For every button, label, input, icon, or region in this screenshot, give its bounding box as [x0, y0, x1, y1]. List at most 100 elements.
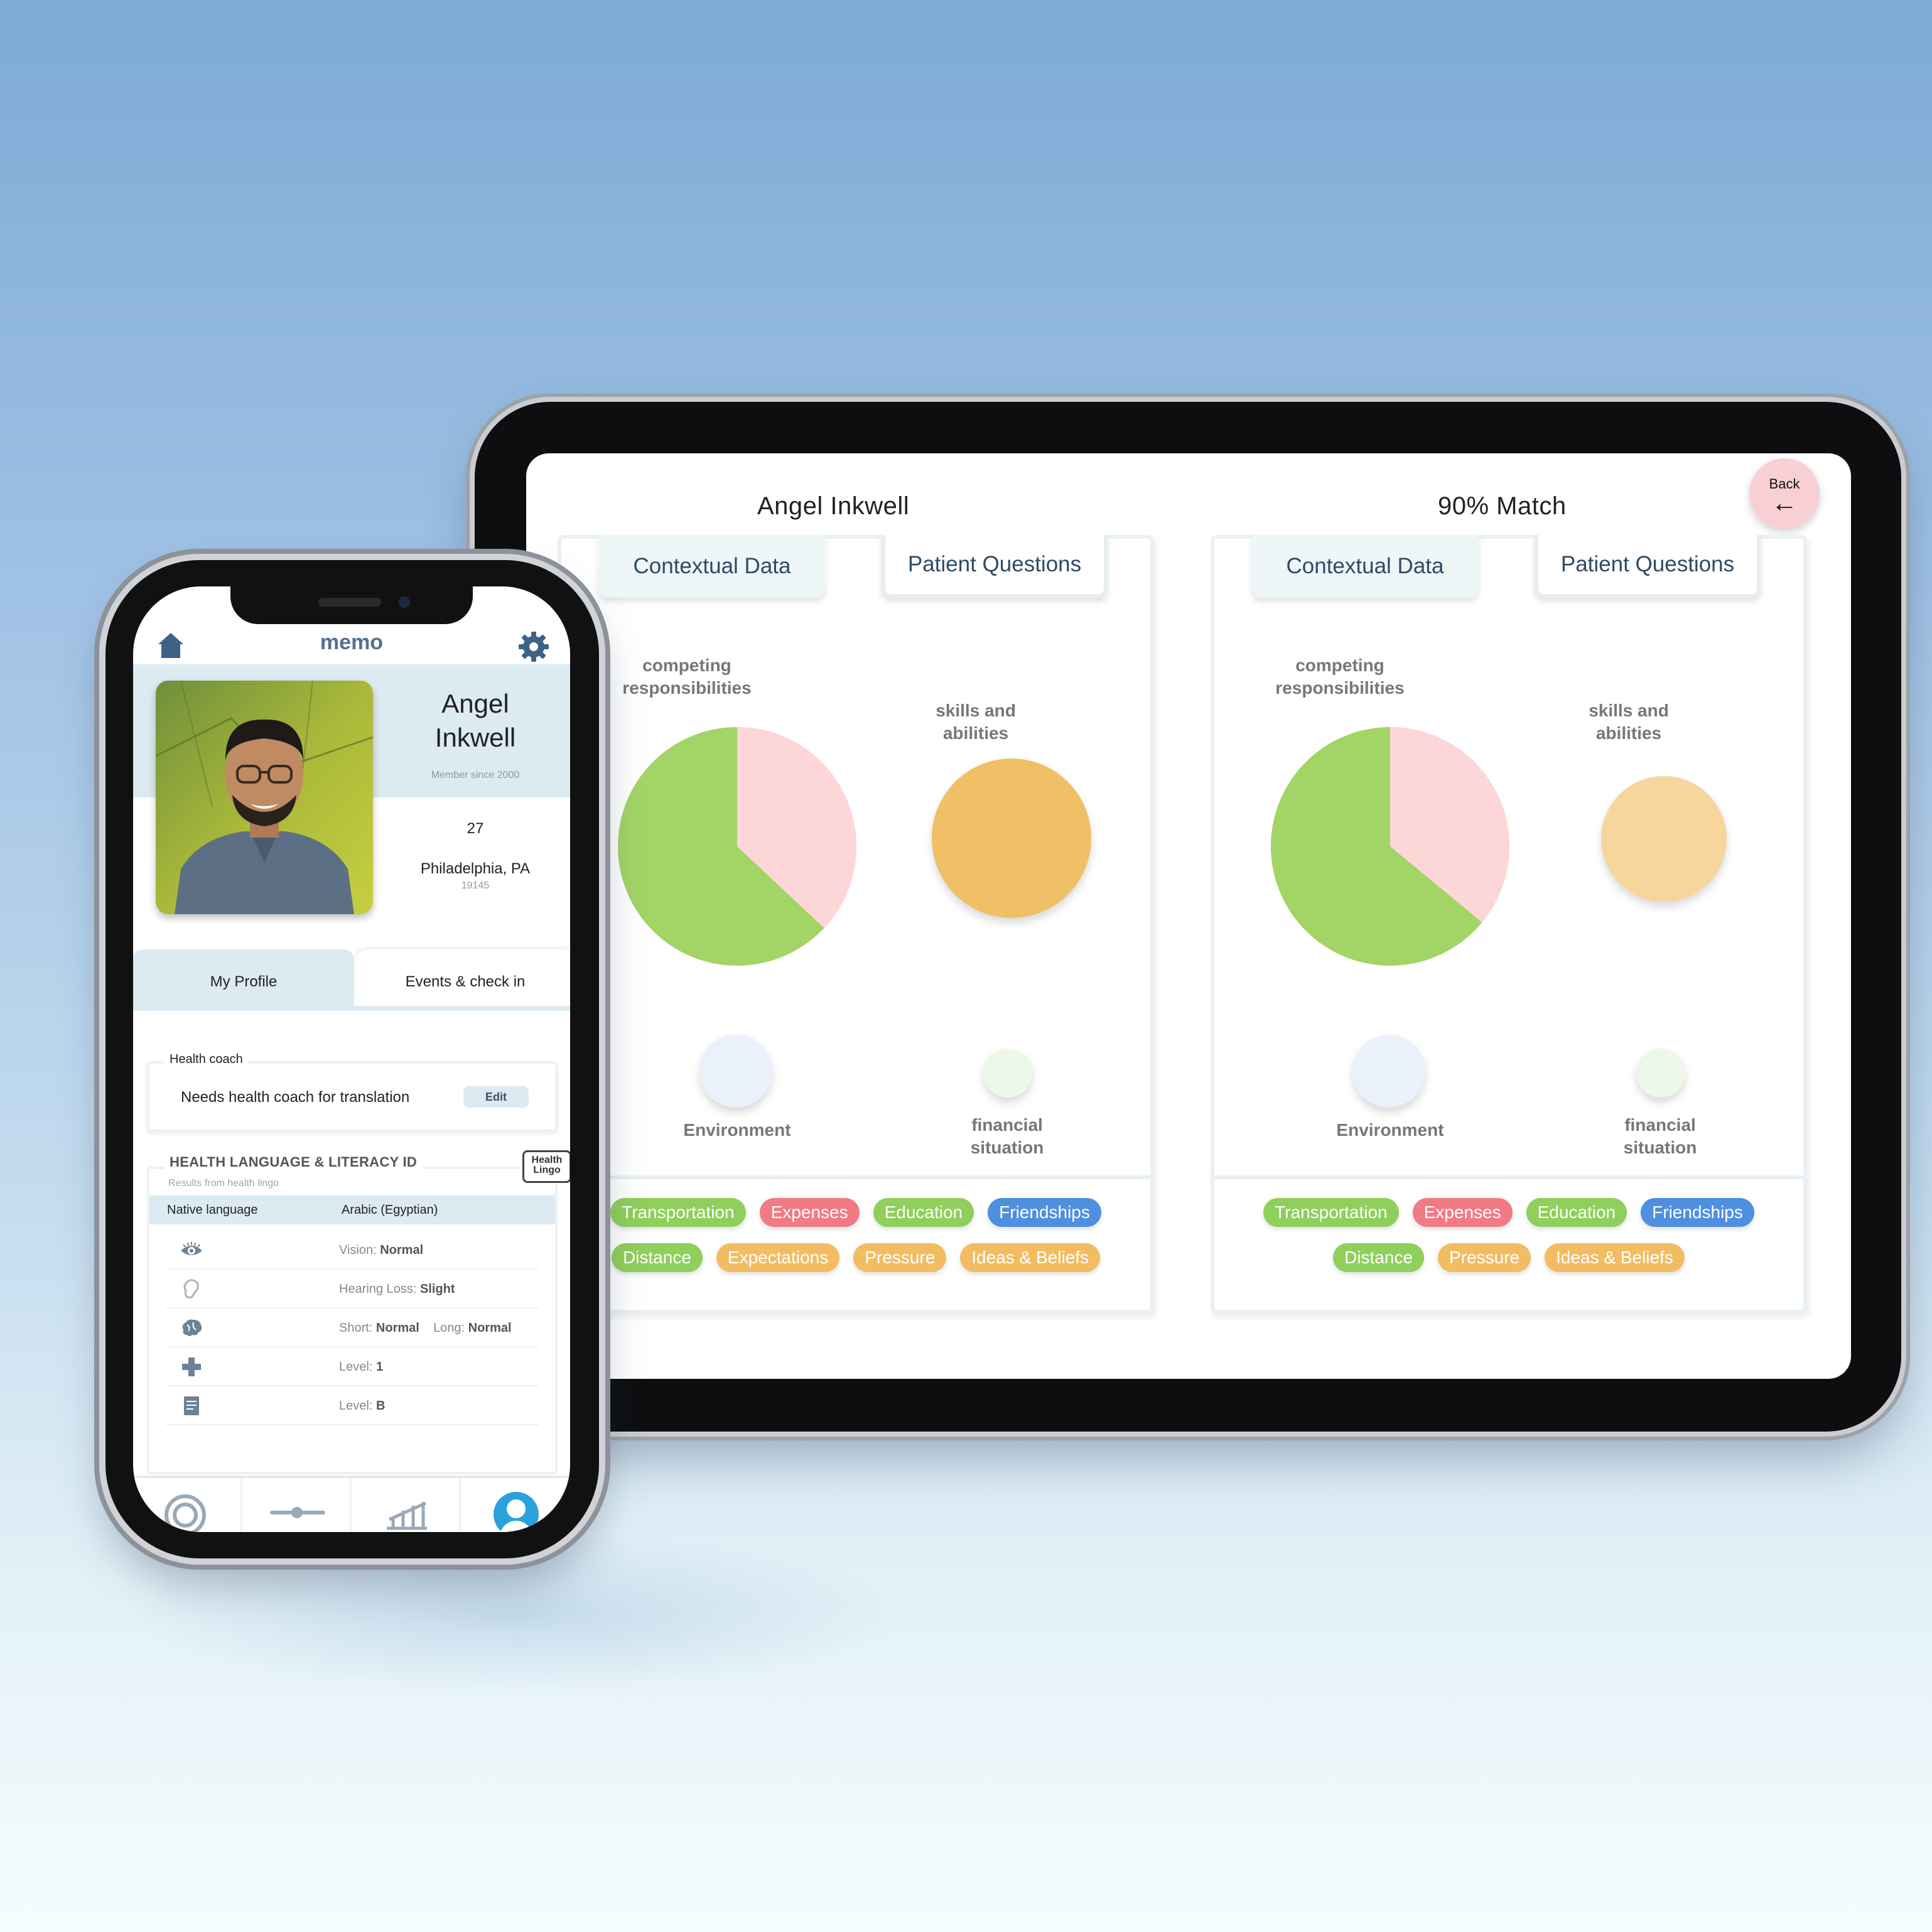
- pie-slice-pink: [1390, 727, 1509, 923]
- nav-progress[interactable]: [352, 1478, 461, 1532]
- pie-slice-pink: [737, 727, 857, 929]
- nav-goals[interactable]: [133, 1478, 242, 1532]
- profile-zip: 19145: [461, 880, 490, 891]
- financial-situation-circle[interactable]: [983, 1049, 1032, 1098]
- contextual-panel-left: Contextual Data Patient Questions compet…: [558, 535, 1154, 1314]
- label-environment: Environment: [683, 1120, 791, 1140]
- chip-expenses[interactable]: Expenses: [759, 1198, 860, 1227]
- home-icon[interactable]: [157, 632, 185, 659]
- patient-name: Angel Inkwell: [757, 492, 910, 520]
- label-skills-abilities: skills and abilities: [1589, 701, 1669, 743]
- chip-row: Transportation Expenses Education Friendshi…: [561, 1198, 1150, 1227]
- tablet-volume-button: [590, 394, 640, 403]
- document-icon: [180, 1395, 203, 1417]
- chip-friendships[interactable]: Friendships: [988, 1198, 1101, 1227]
- skills-abilities-circle[interactable]: [1601, 776, 1727, 902]
- chip-expenses[interactable]: Expenses: [1412, 1198, 1513, 1227]
- app-logo: memo: [320, 630, 384, 654]
- chip-pressure[interactable]: Pressure: [1438, 1243, 1531, 1272]
- profile-city: Philadelphia, PA: [420, 860, 531, 877]
- health-coach-value: Needs health coach for translation: [181, 1089, 410, 1106]
- literacy-row-vision: Vision: Normal: [166, 1231, 539, 1270]
- profile-age: 27: [467, 820, 484, 837]
- literacy-row-level-1: Level: 1: [166, 1347, 539, 1386]
- panel-divider: [1214, 1175, 1803, 1179]
- chip-row: Transportation Expenses Education Friendshi…: [1214, 1198, 1803, 1227]
- literacy-row-memory: Short: Normal Long: Normal: [166, 1309, 539, 1347]
- chart-icon: [387, 1501, 427, 1530]
- health-literacy-card: HEALTH LANGUAGE & LITERACY ID Results fr…: [147, 1150, 570, 1474]
- competing-responsibilities-pie[interactable]: [1265, 721, 1516, 972]
- literacy-row-level-b: Level: B: [166, 1386, 539, 1425]
- floor-shadow: [126, 1532, 910, 1695]
- chip-transportation[interactable]: Transportation: [1263, 1198, 1399, 1227]
- label-financial-situation: financial situation: [970, 1115, 1044, 1157]
- edit-button[interactable]: Edit: [463, 1086, 529, 1108]
- health-lingo-logo: Health Lingo: [522, 1150, 570, 1183]
- literacy-row-hearing: Hearing Loss: Slight: [166, 1270, 539, 1309]
- label-competing-responsibilities: competing responsibilities: [622, 656, 752, 698]
- literacy-title: HEALTH LANGUAGE & LITERACY ID: [165, 1154, 423, 1170]
- chip-expectations[interactable]: Expectations: [716, 1243, 840, 1272]
- tab-patient-questions[interactable]: Patient Questions: [882, 535, 1108, 598]
- timeline-icon: [270, 1507, 325, 1518]
- member-since: Member since 2000: [431, 770, 520, 780]
- financial-situation-circle[interactable]: [1636, 1049, 1685, 1098]
- chip-distance[interactable]: Distance: [1333, 1243, 1425, 1272]
- contextual-panel-right: Contextual Data Patient Questions compet…: [1211, 535, 1807, 1314]
- tab-contextual-data[interactable]: Contextual Data: [599, 535, 825, 598]
- chip-transportation[interactable]: Transportation: [610, 1198, 746, 1227]
- chip-education[interactable]: Education: [873, 1198, 974, 1227]
- tab-my-profile[interactable]: My Profile: [133, 949, 354, 1006]
- native-language-row: Native language Arabic (Egyptian): [149, 1195, 555, 1224]
- chip-distance[interactable]: Distance: [611, 1243, 703, 1272]
- gear-icon[interactable]: [517, 630, 550, 663]
- tab-events-check-in[interactable]: Events & check in: [357, 949, 570, 1006]
- profile-first-name: Angel: [441, 689, 509, 718]
- app-header: memo: [133, 624, 570, 666]
- chip-ideas-beliefs[interactable]: Ideas & Beliefs: [1545, 1243, 1685, 1272]
- literacy-row-text: Vision: Normal: [339, 1243, 424, 1257]
- logo-line: Health: [531, 1155, 563, 1165]
- avatar: [156, 681, 373, 914]
- tablet-screen: Angel Inkwell 90% Match Back ← Contextua…: [526, 453, 1851, 1379]
- native-language-value: Arabic (Egyptian): [342, 1203, 438, 1217]
- chip-row: Distance Expectations Pressure Ideas & Beli…: [561, 1243, 1150, 1272]
- literacy-row-text: Level: 1: [339, 1360, 384, 1374]
- ear-icon: [180, 1278, 203, 1300]
- health-coach-card: Health coach Needs health coach for tran…: [147, 1052, 558, 1131]
- chip-pressure[interactable]: Pressure: [853, 1243, 947, 1272]
- bottom-navigation: [133, 1476, 570, 1532]
- chip-education[interactable]: Education: [1526, 1198, 1627, 1227]
- phone-notch: [230, 586, 473, 624]
- profile-name: Angel Inkwell: [391, 687, 560, 755]
- phone-screen: memo: [133, 586, 570, 1532]
- tab-patient-questions[interactable]: Patient Questions: [1535, 535, 1761, 598]
- brain-icon: [180, 1317, 203, 1339]
- logo-line: Lingo: [533, 1165, 561, 1175]
- nav-timeline[interactable]: [242, 1478, 352, 1532]
- tab-underline: [133, 1006, 570, 1011]
- environment-circle[interactable]: [699, 1035, 772, 1108]
- chip-row: Distance Pressure Ideas & Beliefs: [1214, 1243, 1803, 1272]
- profile-last-name: Inkwell: [434, 723, 516, 752]
- chip-friendships[interactable]: Friendships: [1641, 1198, 1754, 1227]
- environment-circle[interactable]: [1352, 1035, 1425, 1108]
- literacy-row-text: Short: Normal Long: Normal: [339, 1321, 512, 1335]
- medical-cross-icon: [180, 1356, 203, 1378]
- literacy-subtitle: Results from health lingo: [168, 1178, 279, 1189]
- chip-ideas-beliefs[interactable]: Ideas & Beliefs: [960, 1243, 1101, 1272]
- speaker-grille: [318, 598, 381, 607]
- back-button[interactable]: Back ←: [1749, 458, 1820, 529]
- skills-abilities-circle[interactable]: [932, 758, 1091, 918]
- target-icon: [165, 1494, 206, 1532]
- competing-responsibilities-pie[interactable]: [612, 721, 863, 972]
- native-language-key: Native language: [167, 1203, 258, 1217]
- profile-photo: [156, 681, 373, 914]
- nav-profile[interactable]: [461, 1478, 570, 1532]
- tab-contextual-data[interactable]: Contextual Data: [1252, 535, 1478, 598]
- literacy-row-text: Level: B: [339, 1399, 386, 1413]
- tablet-volume-button: [658, 394, 711, 403]
- profile-tabs: My Profile Events & check in: [133, 949, 570, 1006]
- label-financial-situation: financial situation: [1623, 1115, 1697, 1157]
